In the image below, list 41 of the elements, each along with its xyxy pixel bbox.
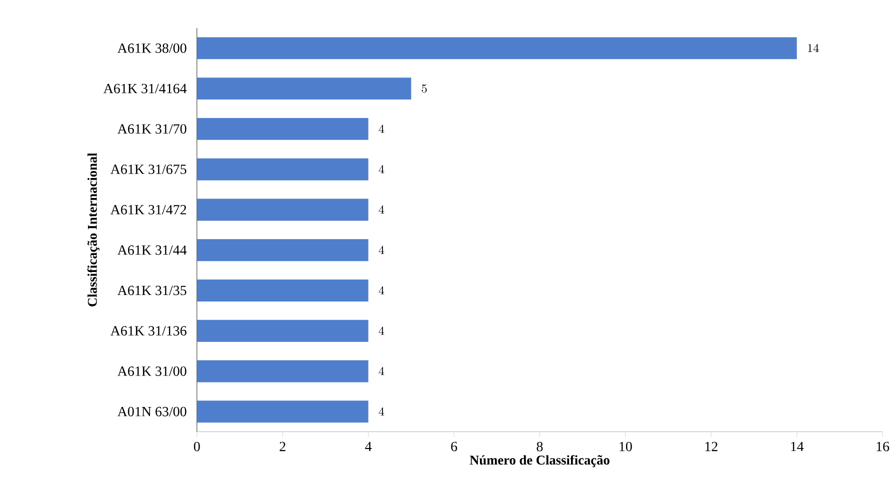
x-tick-label: 2 — [280, 442, 286, 452]
bar — [196, 400, 368, 423]
x-tick-label: 16 — [876, 442, 890, 452]
bar — [196, 280, 368, 302]
data-label: 4 — [378, 124, 384, 133]
y-tick-label: A61K 31/35 — [117, 286, 186, 296]
y-tick-label: A61K 31/472 — [110, 205, 186, 215]
data-label: 4 — [378, 367, 384, 376]
data-label: 14 — [808, 44, 819, 52]
x-axis-title: Número de Classificação — [470, 455, 610, 468]
x-tick-label: 12 — [705, 442, 718, 452]
bar — [196, 239, 368, 262]
y-tick-label: A61K 31/00 — [117, 366, 186, 376]
bar — [196, 360, 368, 382]
bar — [196, 37, 797, 60]
bar — [196, 198, 368, 221]
x-tick-label: 6 — [451, 442, 458, 452]
data-label: 4 — [378, 165, 384, 174]
y-tick-label: A61K 31/70 — [117, 124, 186, 134]
data-label: 4 — [378, 286, 384, 294]
y-tick-label: A61K 38/00 — [117, 44, 186, 54]
bar — [196, 78, 412, 100]
x-tick-label: 4 — [365, 442, 372, 452]
x-tick-label: 8 — [536, 442, 543, 452]
y-tick-label: A61K 31/675 — [110, 164, 186, 174]
y-tick-label: A01N 63/00 — [117, 407, 186, 416]
data-label: 4 — [378, 326, 384, 335]
bar — [196, 118, 368, 140]
y-tick-label: A61K 31/44 — [117, 246, 187, 255]
bar — [196, 158, 368, 180]
bar — [196, 320, 368, 342]
data-label: 4 — [378, 206, 384, 214]
x-tick-label: 14 — [791, 442, 804, 452]
y-tick-label: A61K 31/4164 — [103, 84, 187, 94]
data-label: 4 — [378, 407, 384, 416]
y-axis-title: Classificação Internacional — [87, 153, 100, 307]
x-tick-label: 10 — [620, 442, 632, 452]
y-tick-label: A61K 31/136 — [110, 326, 186, 336]
data-label: 4 — [378, 246, 384, 254]
data-label: 5 — [422, 84, 427, 93]
x-tick-label: 0 — [194, 442, 200, 452]
